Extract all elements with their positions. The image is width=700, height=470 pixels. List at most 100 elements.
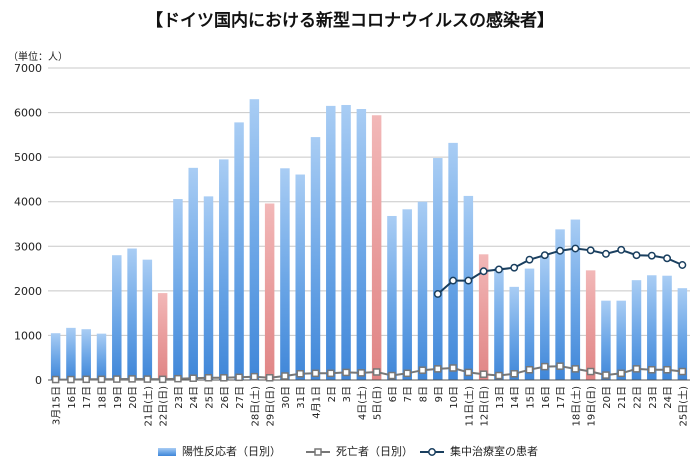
x-tick-label: 24日 [663,386,674,409]
series-point [327,369,335,378]
series-point [525,255,534,264]
bar-sunday [157,293,168,380]
x-tick-label: 11日(土) [462,386,475,427]
x-tick-label: 2日 [327,386,338,402]
series-point [342,368,350,377]
bar [387,215,397,380]
x-tick-label: 3月15日 [51,386,63,425]
x-tick-label: 19日 [113,386,124,409]
y-tick-label: 2000 [14,285,42,298]
bar [219,159,229,380]
series-point [357,369,366,377]
legend-label-icu: 集中治療室の患者 [450,444,538,458]
series-point [632,251,641,260]
bar [280,168,290,380]
series-point [113,375,121,383]
series-point [647,251,656,260]
x-tick-label: 7日 [403,386,414,402]
series-point [220,374,228,382]
legend-marker-icu [428,448,436,456]
x-tick-label: 13日 [495,386,506,409]
series-point [433,290,442,298]
series-point [449,364,457,372]
x-tick-label: 31日 [296,386,307,409]
bar [295,174,305,380]
series-point [449,276,458,285]
series-point [464,276,473,285]
series-point [525,365,534,374]
bar [402,209,412,380]
bar [540,255,550,380]
y-tick-label: 0 [35,374,42,387]
x-tick-label: 16日 [541,386,552,409]
x-tick-label: 12日(日) [480,386,491,427]
series-point [281,372,289,380]
bar [96,333,107,380]
series-point [479,370,488,378]
x-tick-label: 6日 [388,386,399,402]
series-point [495,371,503,380]
grid-layer [48,67,690,336]
x-tick-label: 24日 [189,386,200,409]
series-point [51,375,60,384]
x-tick-label: 14日 [510,386,521,409]
series-point [571,244,580,253]
x-tick-label: 4月1日 [311,386,323,419]
series-point [296,370,304,378]
y-tick-label: 7000 [14,62,42,75]
x-tick-label: 18日(土) [569,386,582,427]
bar-sunday [585,270,596,380]
bar [188,167,198,380]
series-point [556,362,564,370]
series-point [602,371,610,379]
bar [234,122,244,381]
bar [249,99,260,380]
legend: 陽性反応者（日別） 死亡者（日別） 集中治療室の患者 [158,444,538,458]
y-tick-label: 6000 [14,107,42,120]
x-tick-label: 16日 [67,386,78,409]
bar [616,300,626,380]
x-tick-label: 22日(日) [159,386,170,427]
bar [570,219,581,380]
series-point [617,369,625,378]
chart-title: 【ドイツ国内における新型コロナウイルスの感染者】 [146,10,554,31]
series-point [617,245,626,254]
bar [448,142,458,380]
bar [81,329,91,380]
x-tick-label: 26日 [220,386,231,409]
series-point [82,375,90,384]
series-point [143,375,152,383]
series-point [678,367,687,376]
y-axis-ticks: 0 1000 2000 3000 4000 5000 6000 7000 [14,62,42,387]
series-point [601,249,610,258]
y-tick-label: 4000 [14,196,42,209]
icu-series-layer [433,244,687,298]
series-point [663,365,671,374]
x-tick-label: 15日 [526,386,537,409]
y-tick-label: 5000 [14,151,42,164]
legend-marker-deaths [314,448,322,456]
x-tick-label: 4日(土) [355,386,368,420]
bar [417,201,428,380]
bar-sunday [264,203,275,380]
x-tick-label: 17日 [82,386,93,409]
x-tick-label: 21日(土) [141,386,154,427]
bar [112,255,122,380]
series-point [97,375,106,384]
series-point [541,362,549,371]
series-point [189,374,197,382]
bar [631,280,642,380]
bar [173,199,183,380]
series-point [678,261,687,269]
bar-sunday [371,115,382,380]
series-point [571,365,580,373]
x-tick-label: 17日 [556,386,567,409]
bar [50,333,61,380]
bar [310,137,321,380]
x-tick-label: 25日 [205,386,216,409]
series-point [311,369,320,378]
x-tick-label: 23日 [648,386,659,409]
series-point [67,375,75,384]
bar-sunday [478,254,489,380]
x-axis-ticks: 3月15日 16日 17日 18日 19日 20日 21日(土) 22日(日) 23日 24日 25… [51,386,690,427]
